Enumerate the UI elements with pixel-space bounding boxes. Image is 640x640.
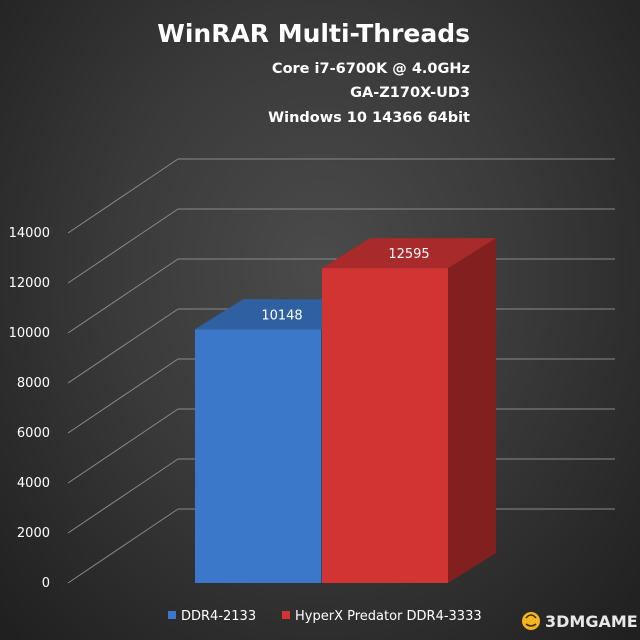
watermark-text: 3DMGAME	[545, 612, 638, 631]
chart-subtitle-board: GA-Z170X-UD3	[350, 85, 470, 101]
gridline-diagonal	[67, 308, 179, 384]
bar-side-1	[448, 238, 496, 583]
y-tick-label: 12000	[9, 276, 50, 291]
bar-front-1	[322, 268, 448, 583]
chart-subtitle-cpu: Core i7-6700K @ 4.0GHz	[272, 61, 470, 77]
gridline-diagonal	[67, 508, 179, 584]
y-tick-label: 6000	[17, 426, 50, 441]
legend-label-ddr4-2133: DDR4-2133	[181, 609, 256, 624]
data-labels: 10148 12595	[261, 247, 429, 323]
data-label-0: 10148	[261, 308, 302, 323]
gridline-diagonal	[67, 158, 179, 234]
gridline-diagonal	[67, 358, 179, 434]
y-tick-label: 0	[42, 576, 50, 591]
gridline-diagonal	[67, 458, 179, 534]
y-tick-label: 4000	[17, 476, 50, 491]
y-tick-label: 10000	[9, 326, 50, 341]
bar-top-1	[322, 238, 496, 269]
y-tick-label: 2000	[17, 526, 50, 541]
chart-subtitle-os: Windows 10 14366 64bit	[268, 110, 470, 126]
y-tick-label: 14000	[9, 226, 50, 241]
legend: DDR4-2133 HyperX Predator DDR4-3333	[168, 609, 482, 624]
gridline-diagonal	[67, 408, 179, 484]
legend-label-hyperx: HyperX Predator DDR4-3333	[295, 609, 482, 624]
gridline-diagonal	[67, 258, 179, 334]
data-label-1: 12595	[388, 247, 429, 262]
legend-swatch-hyperx	[282, 611, 290, 619]
legend-swatch-ddr4-2133	[168, 611, 176, 619]
chart-bars	[195, 238, 496, 583]
watermark: 3DMGAME	[522, 612, 638, 631]
gridline-diagonal	[67, 208, 179, 284]
watermark-logo-mark	[525, 614, 537, 627]
y-axis-ticks: 0 2000 4000 6000 8000 10000 12000 14000	[9, 226, 50, 591]
bar-front-0	[195, 329, 321, 583]
y-tick-label: 8000	[17, 376, 50, 391]
chart-title: WinRAR Multi-Threads	[157, 19, 470, 48]
